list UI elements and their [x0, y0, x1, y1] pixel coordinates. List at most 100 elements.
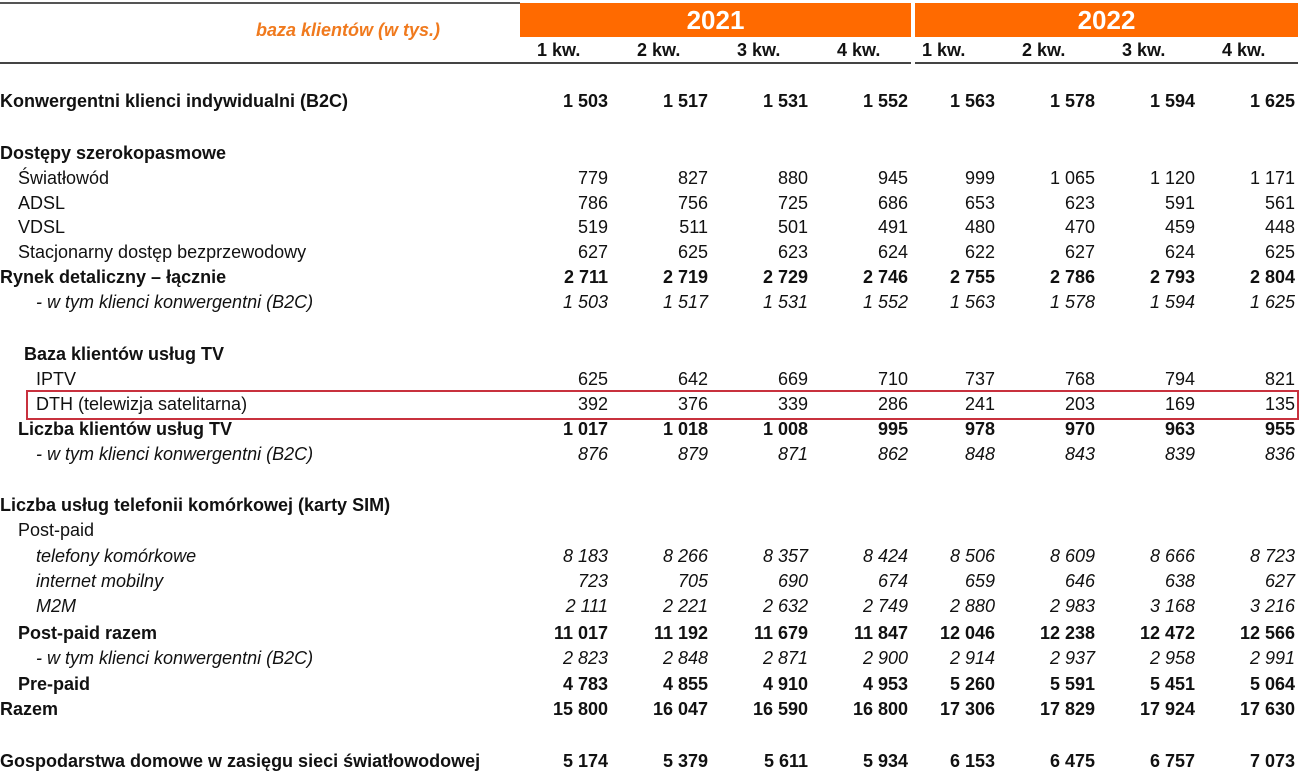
year-header-2022: 2022 — [915, 3, 1298, 37]
cell-value: 1 552 — [862, 91, 908, 111]
table-row: Post-paid razem 11 017 11 192 11 679 11 847 1… — [0, 621, 1300, 645]
cell-value: 2 632 — [762, 596, 808, 616]
cell-value: 999 — [964, 168, 995, 188]
cell-value: 339 — [777, 394, 808, 414]
cell-value: 5 591 — [1049, 674, 1095, 694]
cell-value: 2 900 — [862, 648, 908, 668]
cell-value: 625 — [1264, 242, 1295, 262]
cell-value: 669 — [777, 369, 808, 389]
table-row: Dostępy szerokopasmowe — [0, 141, 1300, 165]
cell-value: 12 566 — [1239, 623, 1295, 643]
cell-value: 2 871 — [762, 648, 808, 668]
cell-value: 827 — [677, 168, 708, 188]
cell-value: 241 — [964, 394, 995, 414]
table-row: Konwergentni klienci indywidualni (B2C) 1… — [0, 89, 1300, 113]
table-row-highlighted: DTH (telewizja satelitarna) 392 376 339 286 2… — [0, 392, 1300, 416]
table-row: Liczba klientów usług TV 1 017 1 018 1 008 9… — [0, 417, 1300, 441]
cell-value: 519 — [577, 217, 608, 237]
cell-value: 11 679 — [753, 623, 808, 643]
row-label: Konwergentni klienci indywidualni (B2C) — [0, 91, 349, 111]
row-label: Post-paid razem — [18, 623, 158, 643]
cell-value: 723 — [577, 571, 608, 591]
row-label: internet mobilny — [36, 571, 164, 591]
header-rule-left — [0, 62, 911, 64]
cell-value: 5 064 — [1249, 674, 1295, 694]
cell-value: 970 — [1064, 419, 1095, 439]
cell-value: 4 783 — [562, 674, 608, 694]
cell-value: 8 266 — [662, 546, 708, 566]
cell-value: 2 749 — [862, 596, 908, 616]
cell-value: 1 517 — [662, 292, 708, 312]
cell-value: 1 625 — [1249, 292, 1295, 312]
top-rule — [0, 2, 520, 4]
cell-value: 5 260 — [949, 674, 995, 694]
cell-value: 6 757 — [1149, 751, 1195, 771]
row-label: - w tym klienci konwergentni (B2C) — [36, 648, 314, 668]
cell-value: 480 — [964, 217, 995, 237]
cell-value: 1 531 — [762, 91, 808, 111]
cell-value: 880 — [777, 168, 808, 188]
cell-value: 8 357 — [762, 546, 808, 566]
row-label: Gospodarstwa domowe w zasięgu sieci świa… — [0, 751, 481, 771]
cell-value: 871 — [777, 444, 808, 464]
cell-value: 642 — [677, 369, 708, 389]
row-label: - w tym klienci konwergentni (B2C) — [36, 292, 314, 312]
cell-value: 135 — [1264, 394, 1295, 414]
cell-value: 3 168 — [1149, 596, 1195, 616]
table-row: Razem 15 800 16 047 16 590 16 800 17 306 17 82… — [0, 697, 1300, 721]
quarter-header: 4 kw. — [837, 40, 881, 60]
table-row: M2M 2 111 2 221 2 632 2 749 2 880 2 983 3 168 3 … — [0, 594, 1300, 618]
quarter-header: 2 kw. — [1022, 40, 1066, 60]
cell-value: 12 472 — [1139, 623, 1195, 643]
cell-value: 169 — [1164, 394, 1195, 414]
cell-value: 1 503 — [562, 292, 608, 312]
cell-value: 2 793 — [1149, 267, 1195, 287]
cell-value: 4 953 — [862, 674, 908, 694]
cell-value: 2 914 — [949, 648, 995, 668]
cell-value: 17 829 — [1039, 699, 1095, 719]
cell-value: 17 924 — [1139, 699, 1195, 719]
cell-value: 5 934 — [862, 751, 908, 771]
table-row: VDSL 519 511 501 491 480 470 459 448 — [0, 215, 1300, 239]
cell-value: 2 937 — [1049, 648, 1095, 668]
cell-value: 12 238 — [1039, 623, 1095, 643]
cell-value: 623 — [777, 242, 808, 262]
table-row: Stacjonarny dostęp bezprzewodowy 627 625 62… — [0, 240, 1300, 264]
table-row: - w tym klienci konwergentni (B2C) 1 503 1… — [0, 290, 1300, 314]
cell-value: 17 630 — [1239, 699, 1295, 719]
cell-value: 491 — [877, 217, 908, 237]
cell-value: 848 — [964, 444, 995, 464]
cell-value: 8 424 — [862, 546, 908, 566]
row-label: Stacjonarny dostęp bezprzewodowy — [18, 242, 307, 262]
cell-value: 786 — [577, 193, 608, 213]
cell-value: 8 506 — [949, 546, 995, 566]
cell-value: 1 552 — [862, 292, 908, 312]
cell-value: 1 625 — [1249, 91, 1295, 111]
cell-value: 623 — [1064, 193, 1095, 213]
row-label: DTH (telewizja satelitarna) — [36, 394, 248, 414]
row-label: telefony komórkowe — [36, 546, 197, 566]
cell-value: 2 983 — [1049, 596, 1095, 616]
cell-value: 1 578 — [1049, 91, 1095, 111]
cell-value: 625 — [677, 242, 708, 262]
cell-value: 16 047 — [652, 699, 708, 719]
cell-value: 627 — [1264, 571, 1295, 591]
row-label: Baza klientów usług TV — [24, 344, 225, 364]
cell-value: 376 — [677, 394, 708, 414]
cell-value: 501 — [777, 217, 808, 237]
cell-value: 1 017 — [562, 419, 608, 439]
cell-value: 2 746 — [862, 267, 908, 287]
table-row: Gospodarstwa domowe w zasięgu sieci świa… — [0, 749, 1300, 773]
cell-value: 2 729 — [762, 267, 808, 287]
cell-value: 6 475 — [1049, 751, 1095, 771]
cell-value: 2 880 — [949, 596, 995, 616]
cell-value: 879 — [677, 444, 708, 464]
table-row: Post-paid — [0, 518, 1300, 542]
quarter-header: 3 kw. — [1122, 40, 1166, 60]
cell-value: 978 — [964, 419, 995, 439]
cell-value: 1 563 — [949, 292, 995, 312]
cell-value: 2 719 — [662, 267, 708, 287]
cell-value: 674 — [877, 571, 908, 591]
table-row: Liczba usług telefonii komórkowej (karty… — [0, 493, 1300, 517]
cell-value: 561 — [1264, 193, 1295, 213]
